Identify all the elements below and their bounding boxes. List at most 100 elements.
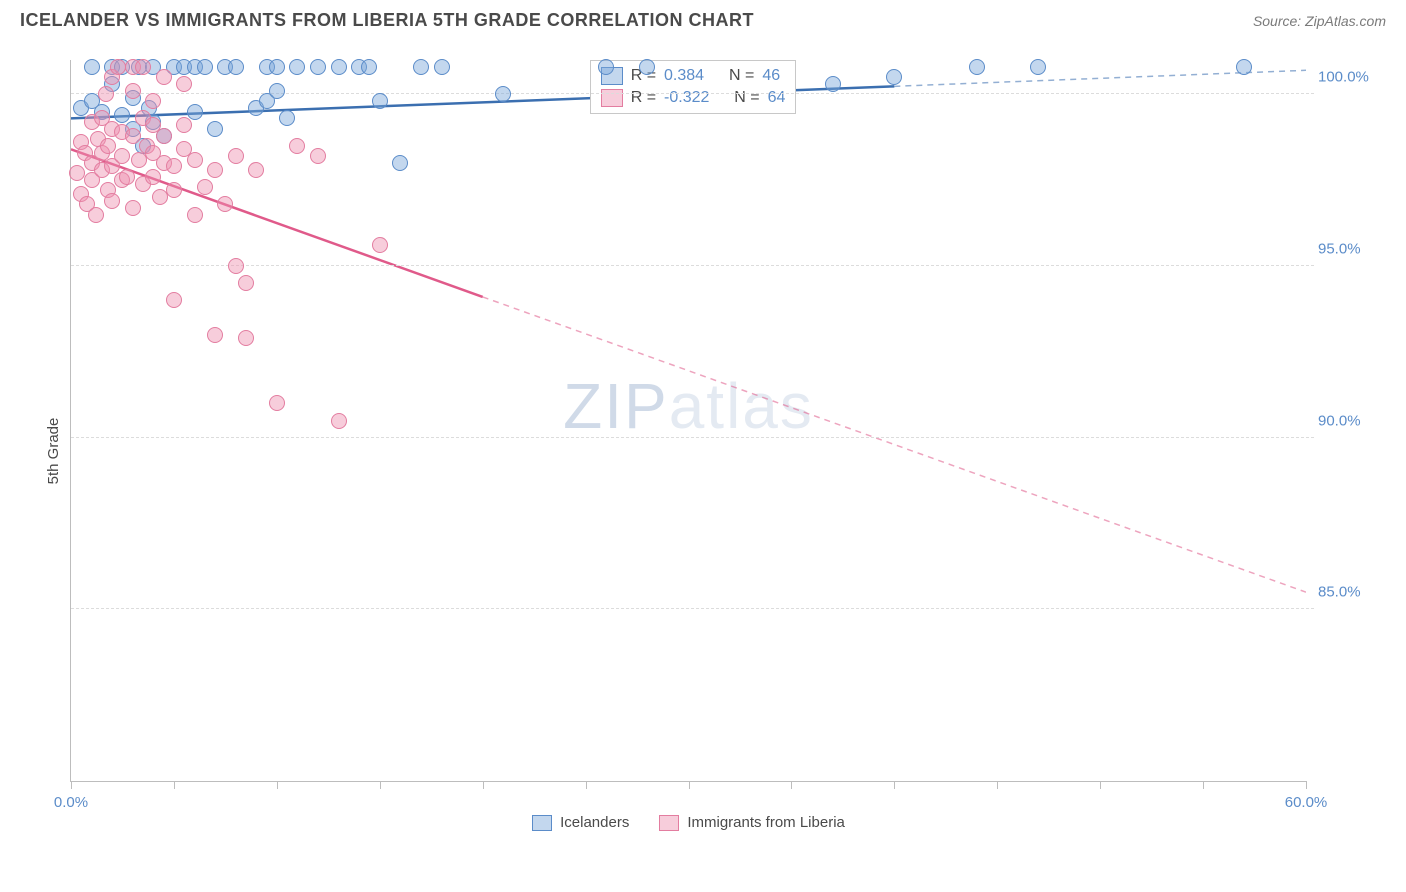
data-point-liberia	[156, 128, 172, 144]
gridline-h	[71, 608, 1314, 609]
data-point-liberia	[310, 148, 326, 164]
legend-item-icelanders: Icelanders	[532, 814, 629, 831]
data-point-icelanders	[434, 59, 450, 75]
x-tick	[689, 781, 690, 789]
data-point-icelanders	[84, 59, 100, 75]
stats-n-label: N =	[729, 67, 754, 85]
data-point-liberia	[125, 83, 141, 99]
trend-line-extrapolated-liberia	[483, 297, 1306, 592]
y-axis-label: 5th Grade	[45, 418, 62, 485]
x-tick	[1100, 781, 1101, 789]
data-point-liberia	[238, 330, 254, 346]
data-point-liberia	[145, 169, 161, 185]
data-point-liberia	[331, 413, 347, 429]
x-tick	[586, 781, 587, 789]
watermark-part2: atlas	[669, 370, 814, 442]
x-tick	[71, 781, 72, 789]
x-tick	[1306, 781, 1307, 789]
data-point-liberia	[269, 395, 285, 411]
data-point-liberia	[156, 69, 172, 85]
data-point-liberia	[166, 292, 182, 308]
data-point-icelanders	[598, 59, 614, 75]
data-point-icelanders	[886, 69, 902, 85]
legend: Icelanders Immigrants from Liberia	[71, 814, 1306, 831]
data-point-liberia	[166, 182, 182, 198]
data-point-icelanders	[207, 121, 223, 137]
x-tick	[997, 781, 998, 789]
plot-area: ZIPatlas R = 0.384 N = 46R = -0.322 N = …	[70, 60, 1306, 782]
data-point-icelanders	[1236, 59, 1252, 75]
data-point-liberia	[187, 207, 203, 223]
stats-n-label: N =	[734, 89, 759, 107]
y-tick-label: 95.0%	[1318, 241, 1378, 258]
data-point-icelanders	[825, 76, 841, 92]
data-point-icelanders	[310, 59, 326, 75]
data-point-icelanders	[269, 59, 285, 75]
data-point-icelanders	[269, 83, 285, 99]
data-point-liberia	[207, 327, 223, 343]
data-point-icelanders	[639, 59, 655, 75]
stats-row-icelanders: R = 0.384 N = 46	[601, 65, 786, 87]
data-point-icelanders	[289, 59, 305, 75]
data-point-liberia	[176, 76, 192, 92]
legend-label-liberia: Immigrants from Liberia	[687, 814, 845, 831]
chart-title: ICELANDER VS IMMIGRANTS FROM LIBERIA 5TH…	[20, 10, 754, 31]
y-tick-label: 100.0%	[1318, 69, 1378, 86]
stats-n-value: 46	[762, 67, 780, 85]
data-point-liberia	[145, 93, 161, 109]
data-point-liberia	[207, 162, 223, 178]
data-point-icelanders	[187, 104, 203, 120]
chart-container: 5th Grade ZIPatlas R = 0.384 N = 46R = -…	[50, 50, 1386, 852]
x-tick	[894, 781, 895, 789]
stats-r-label: R =	[631, 89, 656, 107]
stats-swatch	[601, 89, 623, 107]
data-point-liberia	[98, 86, 114, 102]
legend-swatch-icelanders	[532, 815, 552, 831]
data-point-liberia	[238, 275, 254, 291]
data-point-icelanders	[392, 155, 408, 171]
data-point-liberia	[104, 193, 120, 209]
data-point-liberia	[135, 59, 151, 75]
data-point-icelanders	[331, 59, 347, 75]
y-tick-label: 90.0%	[1318, 412, 1378, 429]
data-point-liberia	[289, 138, 305, 154]
stats-r-value: -0.322	[664, 89, 709, 107]
data-point-icelanders	[372, 93, 388, 109]
data-point-liberia	[217, 196, 233, 212]
data-point-icelanders	[969, 59, 985, 75]
data-point-liberia	[100, 138, 116, 154]
stats-n-value: 64	[768, 89, 786, 107]
y-tick-label: 85.0%	[1318, 584, 1378, 601]
stats-r-value: 0.384	[664, 67, 704, 85]
data-point-liberia	[228, 148, 244, 164]
data-point-liberia	[176, 117, 192, 133]
data-point-icelanders	[114, 107, 130, 123]
legend-item-liberia: Immigrants from Liberia	[659, 814, 845, 831]
data-point-icelanders	[361, 59, 377, 75]
x-tick	[483, 781, 484, 789]
data-point-liberia	[187, 152, 203, 168]
gridline-h	[71, 265, 1314, 266]
data-point-liberia	[125, 200, 141, 216]
data-point-icelanders	[495, 86, 511, 102]
data-point-icelanders	[1030, 59, 1046, 75]
data-point-liberia	[197, 179, 213, 195]
data-point-liberia	[114, 148, 130, 164]
x-tick	[277, 781, 278, 789]
watermark: ZIPatlas	[563, 369, 814, 443]
data-point-liberia	[166, 158, 182, 174]
source-attribution: Source: ZipAtlas.com	[1253, 13, 1386, 29]
x-tick	[380, 781, 381, 789]
chart-header: ICELANDER VS IMMIGRANTS FROM LIBERIA 5TH…	[0, 0, 1406, 39]
gridline-h	[71, 93, 1314, 94]
data-point-liberia	[228, 258, 244, 274]
legend-label-icelanders: Icelanders	[560, 814, 629, 831]
watermark-part1: ZIP	[563, 370, 669, 442]
data-point-icelanders	[197, 59, 213, 75]
x-tick-label: 60.0%	[1285, 794, 1328, 811]
correlation-stats-box: R = 0.384 N = 46R = -0.322 N = 64	[590, 60, 797, 114]
x-tick	[1203, 781, 1204, 789]
data-point-liberia	[248, 162, 264, 178]
stats-row-liberia: R = -0.322 N = 64	[601, 87, 786, 109]
legend-swatch-liberia	[659, 815, 679, 831]
